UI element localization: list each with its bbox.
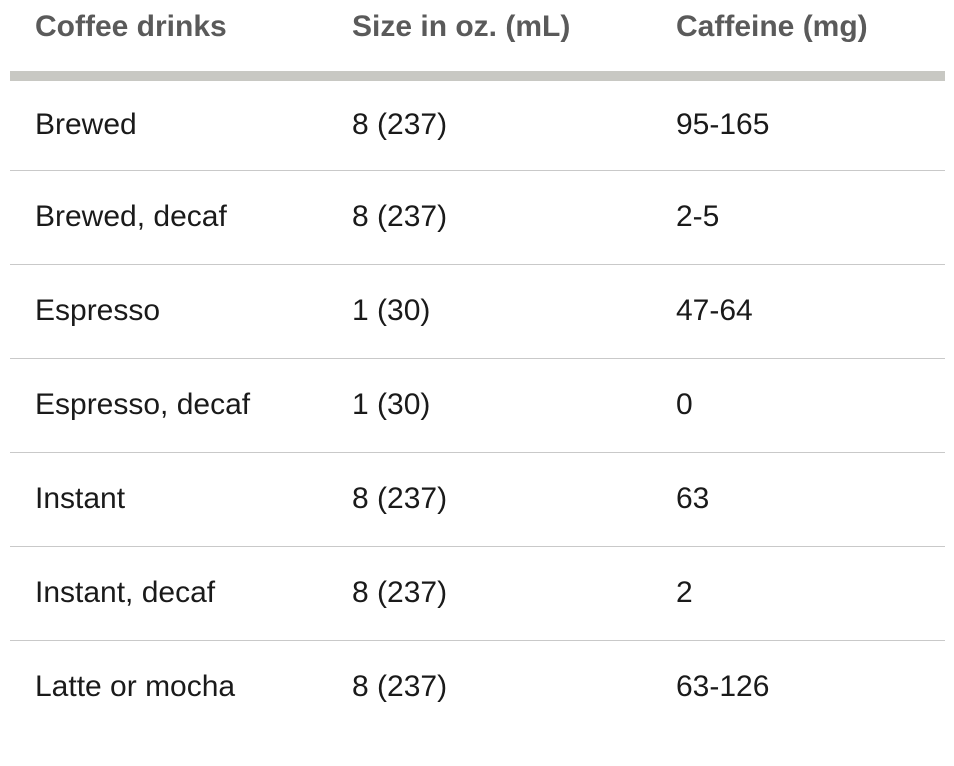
cell-drink: Latte or mocha <box>35 670 236 704</box>
cell-size: 8 (237) <box>327 452 651 547</box>
header-coffee-drinks: Coffee drinks <box>10 0 327 81</box>
cell-caffeine: 0 <box>651 358 945 453</box>
caffeine-table-container: Coffee drinks Size in oz. (mL) Caffeine … <box>10 0 945 734</box>
table-row: Latte or mocha 8 (237) 63-126 <box>10 640 945 734</box>
cell-caffeine: 63-126 <box>676 670 770 704</box>
cell-drink: Brewed <box>10 76 327 171</box>
cell-size: 1 (30) <box>327 358 651 453</box>
cell-caffeine: 2-5 <box>651 170 945 265</box>
caffeine-table: Coffee drinks Size in oz. (mL) Caffeine … <box>10 0 945 734</box>
table-body: Brewed 8 (237) 95-165 Brewed, decaf 8 (2… <box>10 76 945 734</box>
cell-caffeine: 95-165 <box>651 76 945 171</box>
cell-size: 8 (237) <box>327 170 651 265</box>
cell-size: 8 (237) <box>352 670 448 704</box>
cell-caffeine: 47-64 <box>651 264 945 359</box>
table-row: Instant 8 (237) 63 <box>10 452 945 547</box>
table-row: Brewed, decaf 8 (237) 2-5 <box>10 170 945 265</box>
header-size: Size in oz. (mL) <box>327 0 651 81</box>
table-row: Instant, decaf 8 (237) 2 <box>10 546 945 641</box>
table-row: Espresso, decaf 1 (30) 0 <box>10 358 945 453</box>
cell-drink: Espresso <box>10 264 327 359</box>
cell-size: 8 (237) <box>327 546 651 641</box>
cell-size: 8 (237) <box>327 76 651 171</box>
cell-caffeine: 63 <box>651 452 945 547</box>
cell-drink: Instant <box>10 452 327 547</box>
table-header: Coffee drinks Size in oz. (mL) Caffeine … <box>10 0 945 81</box>
cell-drink: Espresso, decaf <box>10 358 327 453</box>
header-row: Coffee drinks Size in oz. (mL) Caffeine … <box>10 0 945 81</box>
cell-caffeine: 2 <box>651 546 945 641</box>
cell-drink: Brewed, decaf <box>10 170 327 265</box>
table-row: Espresso 1 (30) 47-64 <box>10 264 945 359</box>
cell-drink: Instant, decaf <box>10 546 327 641</box>
table-row: Brewed 8 (237) 95-165 <box>10 76 945 171</box>
header-caffeine: Caffeine (mg) <box>651 0 945 81</box>
cell-size: 1 (30) <box>327 264 651 359</box>
